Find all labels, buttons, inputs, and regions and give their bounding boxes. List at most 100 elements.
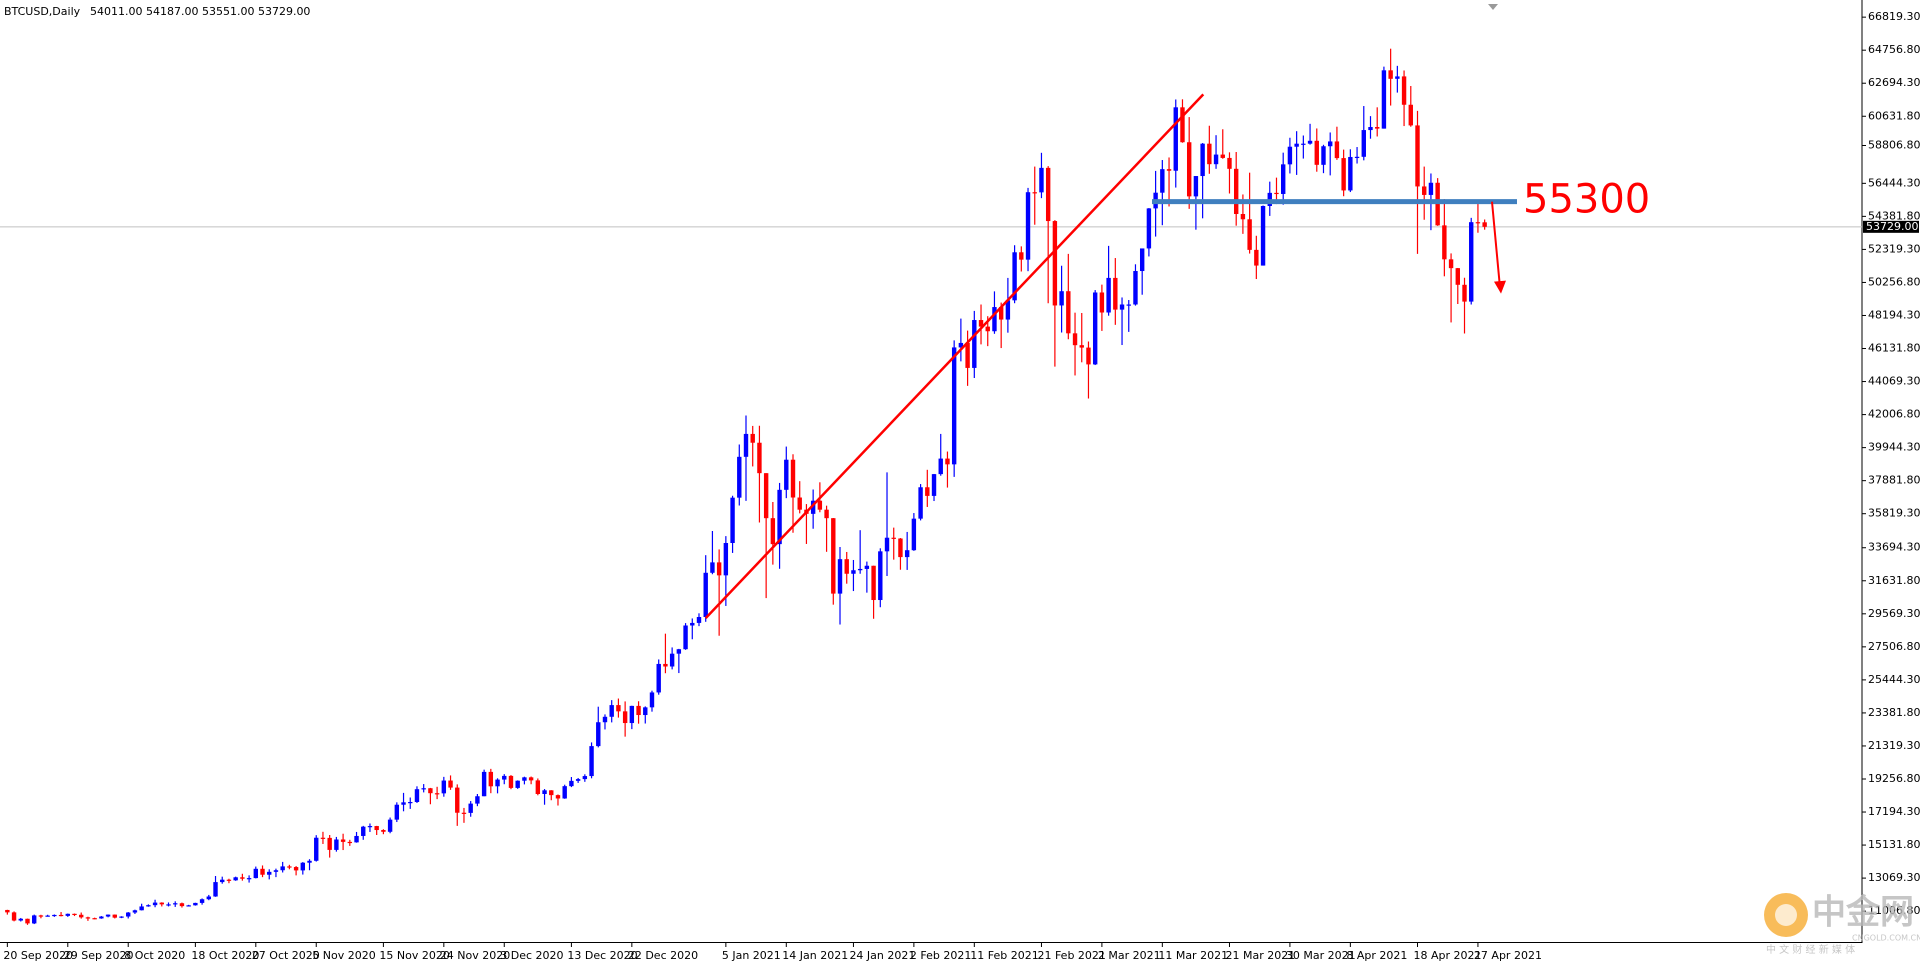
x-tick-label: 21 Mar 2021	[1225, 949, 1295, 962]
y-tick-label: 48194.30	[1868, 308, 1920, 321]
candle-body	[1334, 141, 1340, 159]
candle-body	[535, 780, 541, 794]
candle-body	[562, 786, 567, 799]
candle-body	[72, 913, 77, 916]
candle-body	[810, 500, 816, 514]
y-tick-label: 42006.80	[1868, 408, 1920, 421]
candle-body	[1039, 167, 1044, 193]
candle-body	[1126, 304, 1131, 306]
shift-marker	[1488, 4, 1498, 10]
candle-body	[582, 776, 588, 780]
candle-body	[1475, 222, 1481, 224]
candle-body	[139, 906, 144, 911]
candle-body	[146, 905, 151, 907]
candle-body	[495, 779, 500, 787]
candle-body	[1301, 143, 1306, 145]
candle-body	[1106, 277, 1111, 313]
candle-body	[784, 459, 789, 490]
arrow-head	[1494, 280, 1506, 294]
candle-body	[92, 918, 97, 920]
candle-body	[616, 705, 621, 712]
candle-body	[58, 914, 64, 917]
candle-body	[884, 537, 890, 552]
candle-body	[280, 866, 285, 871]
candle-body	[992, 307, 997, 332]
candle-body	[824, 509, 829, 519]
x-tick-label: 5 Nov 2020	[312, 949, 375, 962]
x-tick-label: 18 Oct 2020	[191, 949, 259, 962]
candle-body	[79, 914, 84, 918]
candle-body	[481, 771, 487, 797]
candle-body	[656, 663, 661, 693]
candle-body	[669, 653, 675, 667]
candle-body	[1348, 156, 1353, 191]
candle-body	[972, 320, 977, 368]
candle-body	[394, 804, 400, 820]
x-tick-label: 5 Jan 2021	[722, 949, 781, 962]
candle-body	[730, 497, 735, 543]
candle-body	[683, 625, 688, 650]
candle-body	[622, 711, 628, 724]
candle-body	[1408, 104, 1413, 126]
candle-body	[891, 537, 896, 539]
candle-body	[1233, 168, 1239, 214]
candle-body	[1388, 70, 1393, 79]
candle-body	[361, 826, 366, 836]
candle-body	[1220, 154, 1225, 158]
candle-body	[1469, 222, 1474, 302]
candle-body	[45, 915, 50, 917]
x-tick-label: 20 Sep 2020	[3, 949, 73, 962]
candle-body	[199, 899, 205, 903]
candle-body	[1086, 347, 1091, 365]
x-tick-label: 2 Mar 2021	[1098, 949, 1161, 962]
candle-body	[240, 877, 245, 879]
candle-body	[300, 862, 306, 871]
candle-body	[1066, 291, 1071, 334]
candle-body	[340, 839, 346, 842]
candle-body	[267, 871, 272, 875]
candle-body	[119, 916, 124, 918]
candle-body	[179, 903, 185, 907]
candle-body	[367, 826, 373, 828]
candle-body	[334, 839, 339, 850]
candle-body	[1227, 157, 1232, 169]
candle-body	[763, 473, 769, 519]
candle-body	[455, 787, 460, 813]
candle-body	[414, 789, 420, 803]
y-tick-label: 19256.80	[1868, 772, 1920, 785]
candle-body	[643, 707, 648, 716]
candle-body	[1422, 186, 1427, 195]
candle-body	[11, 912, 17, 921]
candle-body	[878, 551, 883, 601]
candle-body	[1401, 76, 1407, 105]
candle-body	[99, 916, 104, 919]
candle-body	[468, 803, 473, 813]
candle-body	[925, 487, 930, 496]
y-tick-label: 11006.80	[1868, 904, 1920, 917]
y-tick-label: 50256.80	[1868, 275, 1920, 288]
y-tick-label: 17194.30	[1868, 805, 1920, 818]
ohlc-header: 54011.00 54187.00 53551.00 53729.00	[90, 5, 310, 18]
candle-body	[1375, 127, 1380, 129]
candle-body	[1328, 141, 1333, 147]
current-price-label: 53729.00	[1866, 220, 1919, 233]
y-tick-label: 21319.30	[1868, 739, 1920, 752]
candle-body	[938, 458, 943, 475]
candle-body	[18, 918, 23, 921]
watermark-tagline: 中 文 财 经 新 媒 体	[1766, 943, 1855, 956]
candle-body	[911, 518, 917, 551]
candle-body	[931, 474, 937, 496]
x-tick-label: 29 Sep 2020	[64, 949, 134, 962]
candle-body	[1361, 130, 1366, 157]
candle-body	[1052, 221, 1058, 306]
candle-body	[320, 837, 326, 839]
x-tick-label: 8 Oct 2020	[124, 949, 185, 962]
candle-body	[52, 914, 57, 917]
candle-body	[1482, 222, 1487, 227]
candle-body	[542, 790, 547, 794]
candle-body	[159, 902, 164, 905]
candle-body	[1186, 142, 1192, 197]
